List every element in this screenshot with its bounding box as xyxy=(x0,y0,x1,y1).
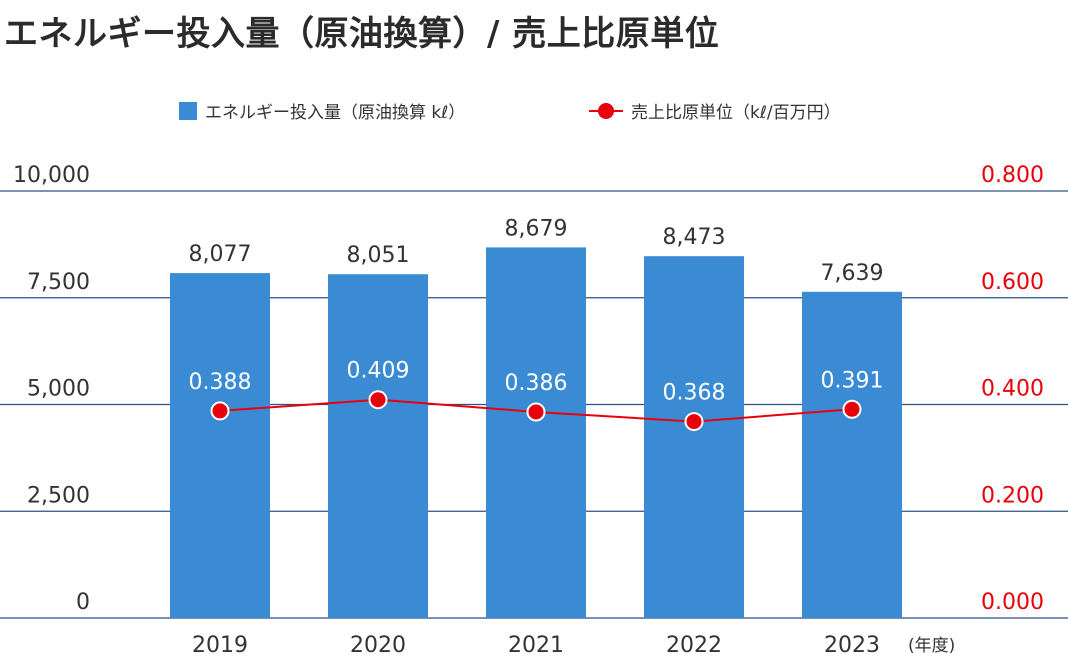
line-value-label: 0.391 xyxy=(821,368,884,393)
bar xyxy=(644,256,744,618)
category-label: 2020 xyxy=(350,633,406,658)
bar xyxy=(802,291,902,618)
left-axis-tick-label: 2,500 xyxy=(27,483,90,508)
line-value-label: 0.388 xyxy=(189,370,252,395)
left-axis-tick-label: 5,000 xyxy=(27,377,90,402)
legend-label-energy: エネルギー投入量（原油換算 kℓ） xyxy=(205,103,466,123)
bar xyxy=(170,273,270,618)
legend-item-energy: エネルギー投入量（原油換算 kℓ） xyxy=(179,98,465,123)
line-point xyxy=(368,390,388,410)
category-label: 2021 xyxy=(508,633,564,658)
bar-value-label: 8,679 xyxy=(505,216,568,241)
legend-item-intensity: 売上比原単位（kℓ/百万円） xyxy=(589,98,841,123)
line-point xyxy=(684,412,704,432)
bar-value-label: 8,473 xyxy=(663,225,726,250)
legend-bar-swatch xyxy=(179,101,197,120)
category-label: 2019 xyxy=(192,633,248,658)
chart-title: エネルギー投入量（原油換算）/ 売上比原単位 xyxy=(4,14,720,54)
legend: エネルギー投入量（原油換算 kℓ） 売上比原単位（kℓ/百万円） xyxy=(0,98,1068,128)
right-axis-tick-label: 0.600 xyxy=(981,270,1044,295)
line-value-label: 0.386 xyxy=(505,371,568,396)
line-value-label: 0.409 xyxy=(347,359,410,384)
left-axis-tick-label: 7,500 xyxy=(27,270,90,295)
right-axis-tick-label: 0.800 xyxy=(981,163,1044,188)
bar-value-label: 8,051 xyxy=(347,243,410,268)
line-point xyxy=(842,399,862,419)
left-axis-tick-label: 0 xyxy=(76,590,90,615)
bar xyxy=(328,274,428,618)
line-value-label: 0.368 xyxy=(663,381,726,406)
bar-value-label: 7,639 xyxy=(821,261,884,286)
line-point xyxy=(210,401,230,421)
right-axis-tick-label: 0.000 xyxy=(981,590,1044,615)
category-label: 2023 xyxy=(824,633,880,658)
right-axis-tick-label: 0.200 xyxy=(981,483,1044,508)
bar xyxy=(486,247,586,619)
legend-line-swatch xyxy=(589,102,623,120)
category-label: 2022 xyxy=(666,633,722,658)
left-axis-tick-label: 10,000 xyxy=(13,163,90,188)
right-axis-tick-label: 0.400 xyxy=(981,377,1044,402)
legend-label-intensity: 売上比原単位（kℓ/百万円） xyxy=(631,103,841,123)
line-point xyxy=(526,402,546,422)
x-axis-unit-label: (年度) xyxy=(908,636,955,656)
bar-value-label: 8,077 xyxy=(189,242,252,267)
